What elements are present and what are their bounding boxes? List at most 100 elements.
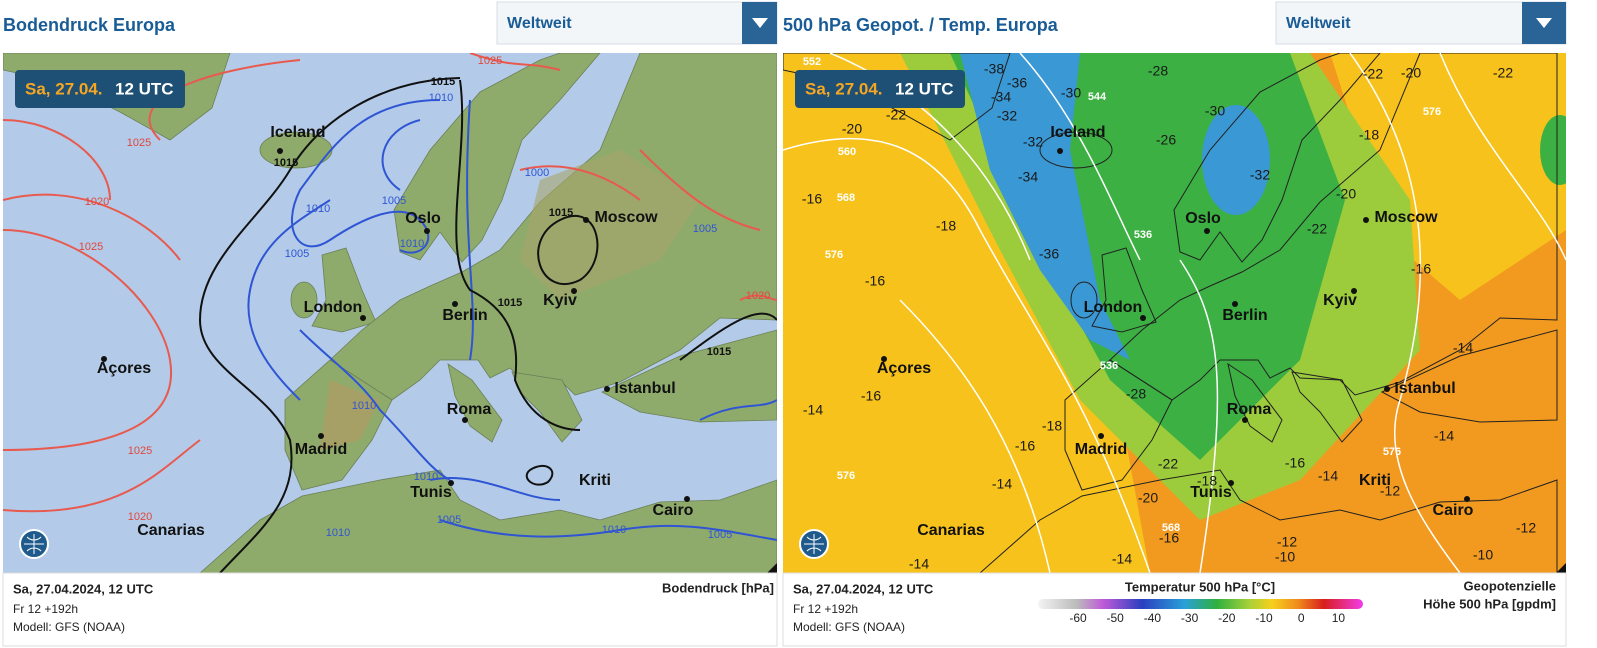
isobar-label: 1010: [414, 471, 438, 483]
isobar-label: 1015: [431, 76, 455, 88]
footer-box: [782, 572, 1567, 647]
colorbar-tick-label: -30: [1181, 611, 1199, 625]
colorbar-tick-label: 0: [1298, 611, 1305, 625]
city-dot: [571, 288, 577, 294]
badge-date: Sa, 27.04.: [805, 79, 883, 98]
isobar-label: 1015: [274, 157, 298, 169]
height-label: 576: [1423, 106, 1441, 118]
isobar-label: 1025: [128, 445, 152, 457]
logo-glyph[interactable]: [804, 534, 824, 554]
time-badge: Sa, 27.04. 12 UTC: [15, 70, 185, 108]
city-label: Madrid: [295, 441, 347, 458]
colorbar-tick-label: -20: [1218, 611, 1236, 625]
isobar-label: 1025: [79, 241, 103, 253]
city-label: London: [304, 299, 363, 316]
dropdown-arrow[interactable]: [752, 18, 768, 28]
dropdown-box[interactable]: [1275, 1, 1567, 45]
city-dot: [1351, 288, 1357, 294]
terrain: [520, 150, 700, 300]
isobar-label: 1015: [707, 346, 731, 358]
temperature-label: -30: [1061, 85, 1081, 101]
city-dot: [684, 496, 690, 502]
temperature-label: -18: [1042, 418, 1062, 434]
city-dot: [360, 315, 366, 321]
isobar: [247, 99, 777, 541]
height-contour: [783, 53, 1566, 573]
city-label: Roma: [447, 401, 492, 418]
isobar-label: 1020: [85, 196, 109, 208]
temperature-label: -10: [1275, 549, 1295, 565]
field: [1540, 115, 1566, 185]
city-label: Iceland: [1050, 124, 1105, 141]
dropdown-value[interactable]: Weltweit: [1286, 15, 1351, 32]
city-dot: [277, 148, 283, 154]
footer-run: Fr 12 +192h: [13, 602, 78, 616]
isobar-label: 1010: [429, 92, 453, 104]
city-dot: [452, 301, 458, 307]
city-label: Madrid: [1075, 441, 1127, 458]
height-label: 536: [1134, 229, 1152, 241]
panel-title: 500 hPa Geopot. / Temp. Europa: [783, 15, 1059, 35]
temperature-label: -30: [1205, 103, 1225, 119]
temperature-label: -10: [1473, 547, 1493, 563]
badge-date: Sa, 27.04.: [25, 79, 103, 98]
isobar-label: 1005: [285, 248, 309, 260]
colorbar-tick-label: -60: [1069, 611, 1087, 625]
city-label: Moscow: [1374, 209, 1438, 226]
logo-glyph[interactable]: [24, 534, 44, 554]
temperature-label: -12: [1516, 520, 1536, 536]
temperature-label: -22: [1158, 456, 1178, 472]
temperature-label: -16: [1411, 261, 1431, 277]
isobar-label: 1005: [708, 529, 732, 541]
footer-run: Fr 12 +192h: [793, 602, 858, 616]
isobar-label: 1025: [478, 55, 502, 67]
dropdown[interactable]: Weltweit: [496, 1, 778, 45]
city-label: Roma: [1227, 401, 1272, 418]
dropdown-value[interactable]: Weltweit: [507, 15, 572, 32]
height-label: 568: [837, 192, 855, 204]
city-dot: [1057, 148, 1063, 154]
footer-box: [2, 572, 778, 647]
logo[interactable]: [799, 529, 829, 559]
height-label: 568: [1162, 522, 1180, 534]
dropdown-arrow[interactable]: [1536, 18, 1552, 28]
isobar-label: 1010: [602, 524, 626, 536]
dropdown-box[interactable]: [496, 1, 778, 45]
height-label: 576: [1383, 446, 1401, 458]
temperature-label: -26: [1156, 132, 1176, 148]
isobar-label: 1005: [437, 514, 461, 526]
colorbar-tick-label: -40: [1144, 611, 1162, 625]
temperature-label: -14: [1434, 428, 1454, 444]
dropdown[interactable]: Weltweit: [1275, 1, 1567, 45]
footer-model: Modell: GFS (NOAA): [13, 620, 125, 634]
temperature-label: -22: [1307, 221, 1327, 237]
isobar-label: 1005: [382, 195, 406, 207]
city-label: Kyiv: [543, 292, 577, 309]
temperature-label: -20: [1401, 65, 1421, 81]
isobar-label: 1010: [326, 527, 350, 539]
city-dot: [1228, 480, 1234, 486]
isobar-label: 1010: [306, 203, 330, 215]
field: [960, 53, 1130, 360]
city-label: Berlin: [442, 307, 487, 324]
colorbar-tick-label: -50: [1107, 611, 1125, 625]
height-label: 552: [803, 56, 821, 68]
isobar-label: 1010: [400, 238, 424, 250]
city-dot: [1363, 217, 1369, 223]
city-label: Istanbul: [1394, 380, 1455, 397]
temperature-label: -16: [1015, 438, 1035, 454]
panel-title: Bodendruck Europa: [3, 15, 176, 35]
city-dot: [101, 356, 107, 362]
colorbar: [1038, 599, 1363, 609]
temperature-label: -14: [1112, 551, 1132, 567]
isobar-label: 1025: [127, 137, 151, 149]
logo[interactable]: [19, 529, 49, 559]
badge-time: 12 UTC: [115, 79, 174, 98]
colorbar-tick-label: 10: [1332, 611, 1346, 625]
isobar-label: 1005: [693, 223, 717, 235]
corner-marker: [767, 563, 777, 573]
temperature-label: -34: [1018, 169, 1038, 185]
city-label: Moscow: [594, 209, 658, 226]
city-dot: [1140, 315, 1146, 321]
temperature-label: -38: [984, 61, 1004, 77]
